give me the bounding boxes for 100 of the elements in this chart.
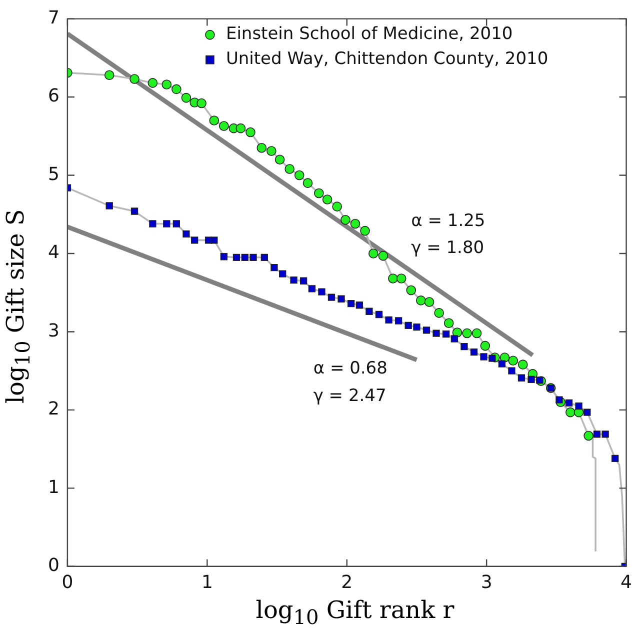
point	[565, 399, 573, 406]
point	[279, 270, 286, 278]
point	[104, 70, 114, 80]
point	[394, 317, 402, 324]
point	[460, 342, 468, 350]
point	[260, 254, 268, 261]
y-tick-label: 3	[48, 320, 60, 342]
point	[322, 194, 332, 204]
point	[294, 170, 304, 180]
annotation: α = 1.25	[411, 210, 486, 231]
point	[220, 253, 228, 260]
point	[332, 202, 342, 212]
point	[556, 396, 563, 404]
point	[241, 254, 248, 261]
point	[181, 92, 192, 103]
annotation: γ = 2.47	[313, 386, 386, 406]
y-tick-label: 7	[48, 7, 60, 28]
point	[508, 367, 516, 374]
point	[300, 277, 308, 284]
y-tick-label: 2	[48, 398, 60, 420]
point	[444, 318, 454, 328]
point	[328, 294, 336, 301]
point	[246, 127, 256, 138]
y-tick-label: 4	[48, 242, 60, 264]
point	[148, 78, 158, 88]
point	[290, 276, 298, 284]
point	[130, 74, 140, 84]
point	[219, 121, 229, 131]
y-tick-label: 1	[48, 476, 60, 498]
point	[518, 360, 528, 370]
point	[284, 164, 294, 174]
point	[536, 376, 544, 384]
point	[130, 208, 138, 215]
point	[528, 376, 535, 384]
point	[209, 116, 220, 126]
point	[442, 330, 450, 338]
point	[593, 430, 601, 438]
point	[106, 202, 113, 210]
point	[434, 308, 444, 318]
point	[302, 178, 313, 188]
y-tick-label: 5	[48, 164, 60, 185]
point	[163, 220, 170, 228]
point	[368, 248, 378, 258]
point	[565, 407, 576, 418]
point	[462, 328, 472, 338]
point	[575, 402, 582, 410]
point	[404, 322, 412, 330]
point	[232, 254, 240, 261]
point	[274, 154, 285, 165]
legend-label: United Way, Chittendon County, 2010	[226, 49, 548, 70]
point	[480, 353, 488, 360]
point	[356, 302, 364, 309]
x-tick-label: 1	[201, 572, 213, 593]
point	[350, 218, 360, 229]
point	[308, 285, 316, 292]
point	[250, 254, 257, 261]
point	[450, 335, 458, 342]
point	[388, 274, 398, 284]
point	[416, 296, 426, 306]
point	[270, 264, 278, 272]
x-tick-label: 4	[620, 572, 632, 593]
point	[470, 348, 478, 356]
point	[340, 214, 350, 225]
point	[424, 297, 434, 307]
point	[256, 142, 267, 153]
point	[612, 454, 619, 462]
point	[488, 354, 496, 362]
point	[182, 230, 190, 238]
point	[162, 80, 172, 90]
point	[584, 408, 591, 416]
point	[149, 220, 156, 228]
point	[396, 274, 406, 284]
x-axis-title: log$_{10}$ Gift rank r	[254, 596, 456, 629]
y-tick-label: 6	[48, 86, 60, 107]
point	[498, 360, 506, 368]
point	[432, 330, 440, 337]
point	[480, 340, 490, 351]
point	[422, 326, 430, 334]
point	[385, 316, 392, 324]
point	[347, 300, 355, 308]
point	[191, 236, 198, 244]
x-tick-label: 0	[62, 572, 74, 593]
x-tick-label: 2	[341, 572, 353, 593]
annotation: γ = 1.80	[411, 238, 484, 258]
point	[318, 288, 326, 296]
point	[413, 323, 420, 331]
y-tick-label: 0	[48, 555, 60, 576]
x-tick-label: 3	[480, 572, 492, 593]
point	[172, 84, 182, 94]
point	[375, 310, 383, 318]
point	[338, 295, 345, 302]
point	[196, 98, 206, 108]
point	[378, 250, 388, 261]
point	[210, 236, 218, 244]
point	[366, 308, 373, 315]
point	[508, 356, 518, 366]
point	[602, 430, 609, 438]
point	[518, 374, 526, 382]
point	[172, 220, 180, 228]
legend-label: Einstein School of Medicine, 2010	[226, 24, 513, 44]
